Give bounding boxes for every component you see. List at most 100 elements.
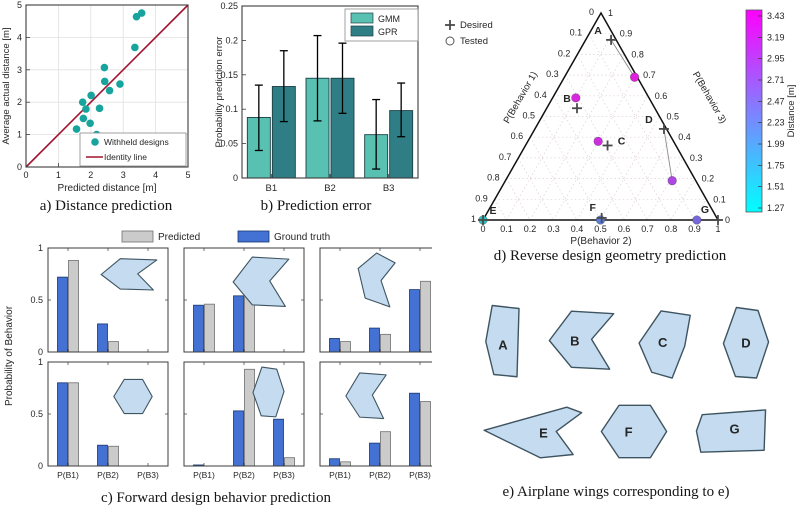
y-tick-label: 0 xyxy=(17,162,22,172)
wing-glyph xyxy=(113,378,153,415)
bar-Ground truth-P(B2) xyxy=(233,410,244,467)
ternary-gridline xyxy=(506,33,613,221)
right-tick-label: 0.3 xyxy=(690,153,703,163)
right-tick-label: 1 xyxy=(608,8,613,18)
bar-Ground truth-P(B1) xyxy=(329,338,340,353)
colorbar-tick-label: 2.23 xyxy=(767,118,785,128)
legend-swatch-gpr xyxy=(350,25,374,37)
design-letter-D: D xyxy=(645,114,653,126)
y-tick-label: 0.15 xyxy=(220,70,238,80)
ternary-gridline xyxy=(647,157,684,221)
colorbar xyxy=(745,9,763,213)
bar-Ground truth-P(B1) xyxy=(193,304,204,353)
behavior-subplot-2 xyxy=(183,247,305,353)
right-tick-label: 0.2 xyxy=(702,174,715,184)
scatter-point xyxy=(86,119,94,128)
bar-Predicted-P(B2) xyxy=(108,445,119,467)
design-letter-F: F xyxy=(589,202,596,214)
right-tick-label: 0.6 xyxy=(655,91,668,101)
left-tick-label: 0.9 xyxy=(475,193,488,203)
x-tick-label: 3 xyxy=(121,170,126,180)
y-axis-label: Probability of Behavior xyxy=(4,305,15,406)
bottom-tick-label: 0.9 xyxy=(688,224,701,234)
colorbar-tick-label: 3.43 xyxy=(767,11,785,21)
colorbar-tick-label: 1.27 xyxy=(767,203,785,213)
bar-Ground truth-P(B2) xyxy=(369,327,380,353)
bottom-tick-label: 0.4 xyxy=(571,224,584,234)
category-label: P(B1) xyxy=(57,470,79,480)
y-axis-label: Average actual distance [m] xyxy=(1,27,12,144)
scatter-point xyxy=(78,98,87,106)
wing-glyph xyxy=(252,366,285,418)
wing-letter-D: D xyxy=(741,336,750,351)
axes-box xyxy=(47,247,169,353)
tested-point-F xyxy=(595,215,606,225)
behavior-subplot-1: 00.51 xyxy=(30,243,169,357)
panel-distance-prediction: 0 1 2 3 4 5 0 1 2 3 4 5 Predicted distance [m] Averag… xyxy=(0,0,212,222)
caption-c: c) Forward design behavior prediction xyxy=(101,490,331,506)
y-tick-label: 0.5 xyxy=(30,295,43,305)
ternary-gridline xyxy=(517,157,554,221)
right-tick-label: 0.5 xyxy=(667,112,680,122)
y-tick-label: 0.1 xyxy=(225,104,238,114)
axes-box xyxy=(241,5,419,179)
identity-line xyxy=(25,4,189,168)
y-axis-label: Probability prediction error xyxy=(214,37,225,148)
right-tick-label: 0.1 xyxy=(713,194,726,204)
colorbar-tick-label: 1.51 xyxy=(767,182,785,192)
category-label: B1 xyxy=(266,183,278,194)
y-tick-label: 3 xyxy=(17,65,22,75)
bar-Predicted-P(B2) xyxy=(380,333,391,353)
x-tick-label: 1 xyxy=(56,170,61,180)
scatter-point xyxy=(105,86,114,95)
wing-C: C xyxy=(638,310,691,379)
axes-box xyxy=(319,361,432,467)
y-tick-label: 1 xyxy=(17,130,22,140)
axes-box xyxy=(47,361,169,467)
caption-d: d) Reverse design geometry prediction xyxy=(493,248,727,264)
behavior-subplot-4: P(B1) P(B2) P(B3) 0 0.5 1 xyxy=(30,357,169,480)
connector-line xyxy=(610,39,635,78)
bottom-tick-label: 1 xyxy=(715,224,720,234)
legend-circle-icon xyxy=(445,36,455,46)
y-tick-label: 1 xyxy=(38,243,43,253)
panel-reverse-design: 0 0 0 0.1 0.1 0.1 0.2 0.2 0.2 0.3 0.3 0.3 0.4 0.4 0.4 0… xyxy=(420,0,800,270)
ternary-plot: 0 0 0 0.1 0.1 0.1 0.2 0.2 0.2 0.3 0.3 0.3 0.4 0.4 0.4 0… xyxy=(445,7,730,246)
ternary-plot-chart: 0 0 0 0.1 0.1 0.1 0.2 0.2 0.2 0.3 0.3 0.3 0.4 0.4 0.4 0… xyxy=(445,7,797,246)
y-tick-label: 0.2 xyxy=(225,35,238,45)
airplane-wings-figure: A B C D E F G xyxy=(483,304,770,459)
scatter-point xyxy=(100,77,109,86)
category-label: B3 xyxy=(383,183,395,194)
bar-Ground truth-P(B3) xyxy=(273,418,284,467)
legend-swatch-gmm xyxy=(350,12,374,24)
bar-Predicted-P(B3) xyxy=(420,401,431,467)
wing-glyph xyxy=(357,252,396,308)
legend-label: GMM xyxy=(378,14,400,24)
colorbar-tick-label: 2.47 xyxy=(767,96,785,106)
y-tick-label: 0 xyxy=(38,347,43,357)
wing-B: B xyxy=(548,310,615,370)
scatter-point xyxy=(72,125,81,133)
y-tick-label: 0.5 xyxy=(30,409,43,419)
category-label: P(B2) xyxy=(369,470,391,480)
panel-prediction-error: B1 B2 B3 0 0.05 0.1 0.15 0.2 0.25 Probability pre… xyxy=(212,0,420,222)
y-tick-label: 0 xyxy=(233,173,238,183)
colorbar-label: Distance [m] xyxy=(786,85,797,138)
bar-Predicted-P(B1) xyxy=(204,303,215,353)
bar-Predicted-P(B2) xyxy=(380,431,391,467)
scatter-point xyxy=(131,43,139,52)
category-label: P(B1) xyxy=(329,470,351,480)
wing-letter-B: B xyxy=(570,334,579,349)
x-axis-label: Predicted distance [m] xyxy=(58,183,157,194)
wing-letter-G: G xyxy=(730,422,740,437)
wing-shape-F xyxy=(600,404,668,459)
caption-e: e) Airplane wings corresponding to e) xyxy=(502,484,730,500)
left-tick-label: 0.4 xyxy=(534,90,547,100)
panel-forward-design: Predicted Ground truth Probability of Beha… xyxy=(0,222,432,514)
left-tick-label: 0.5 xyxy=(522,111,535,121)
left-tick-label: 0.8 xyxy=(487,173,500,183)
scatter-point xyxy=(116,80,124,88)
wing-letter-F: F xyxy=(625,425,633,440)
connector-line xyxy=(663,128,673,181)
ternary-gridline xyxy=(600,116,660,221)
